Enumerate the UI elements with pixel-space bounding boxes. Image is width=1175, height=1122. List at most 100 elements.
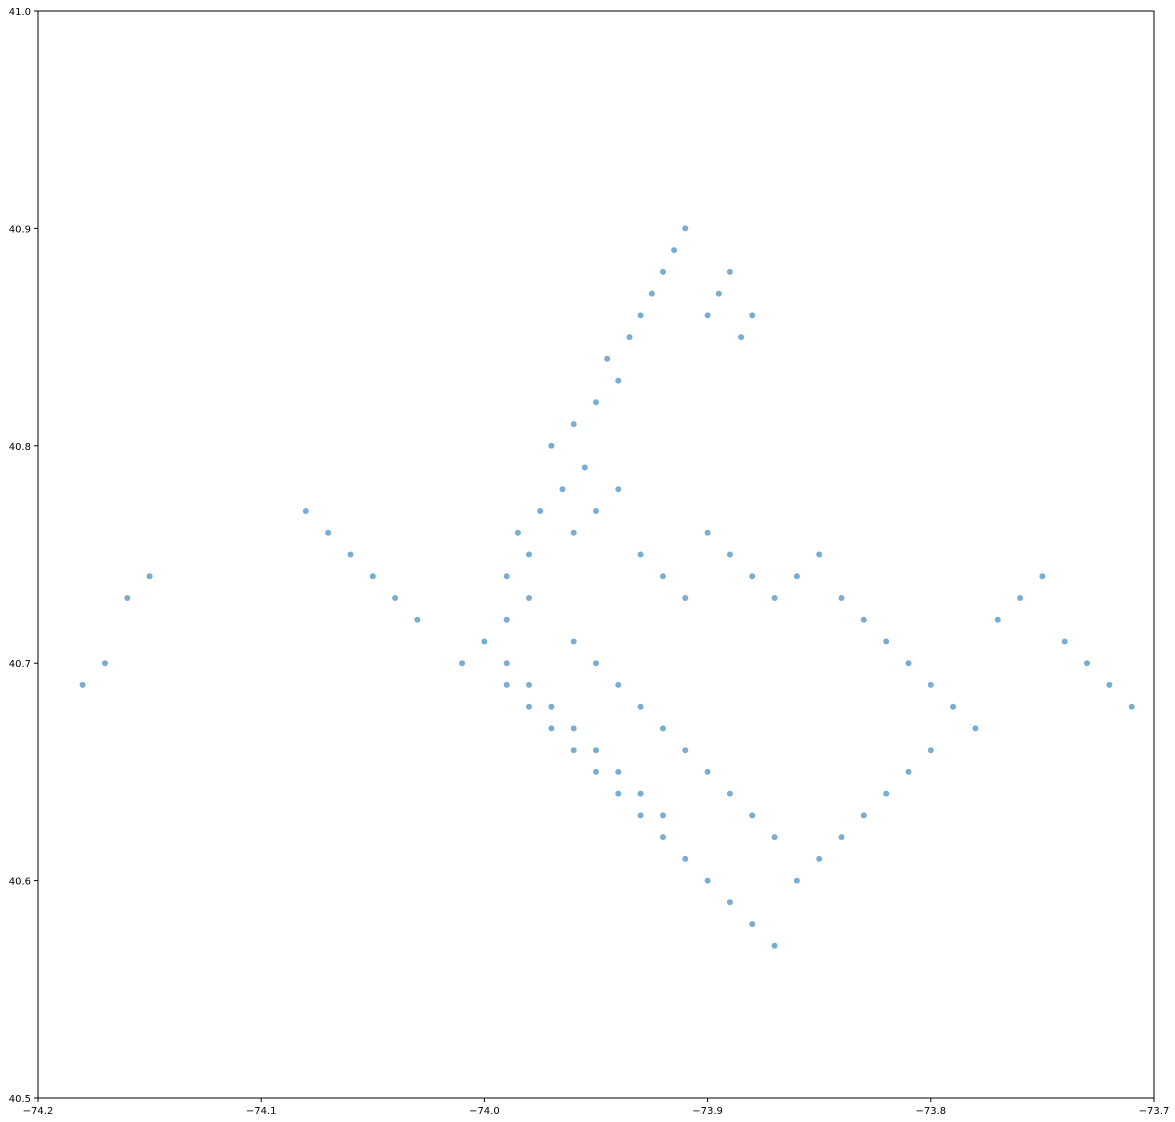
data-point [660, 725, 666, 732]
data-point [749, 812, 756, 819]
y-tick-label: 40.8 [9, 442, 31, 453]
data-point [570, 725, 577, 732]
data-point [79, 681, 86, 688]
data-point [726, 268, 733, 275]
data-point [548, 725, 555, 732]
data-point [972, 725, 979, 732]
data-point [793, 573, 800, 580]
data-point [704, 877, 711, 884]
data-point [459, 660, 466, 667]
data-point [637, 551, 644, 558]
data-point [883, 790, 890, 797]
data-point [1017, 595, 1024, 601]
data-point [726, 899, 733, 906]
data-point [660, 834, 666, 841]
data-point [615, 768, 622, 775]
data-point [526, 551, 532, 558]
data-point [838, 595, 845, 601]
data-point [369, 573, 376, 580]
data-point [392, 595, 399, 601]
data-point [660, 268, 666, 275]
data-point [593, 399, 599, 406]
x-axis: −74.2 −74.1 −74.0 −73.9 −73.8 −73.7 [23, 1098, 1170, 1117]
data-point [637, 790, 644, 797]
data-point [704, 312, 711, 319]
data-point [1128, 703, 1135, 710]
data-point [526, 595, 532, 601]
data-point [581, 464, 588, 471]
data-point [816, 855, 823, 862]
data-point [570, 529, 577, 536]
data-point [637, 812, 644, 819]
x-tick-label: −74.2 [23, 1106, 54, 1117]
data-point [526, 703, 532, 710]
x-tick-label: −73.8 [915, 1106, 946, 1117]
data-point [615, 681, 622, 688]
data-point [660, 812, 666, 819]
data-point [637, 703, 644, 710]
data-point [559, 486, 566, 493]
x-tick-label: −73.7 [1139, 1106, 1170, 1117]
data-point [994, 616, 1001, 623]
data-point [838, 834, 845, 841]
data-point [715, 290, 722, 297]
data-point [593, 660, 599, 667]
data-point [950, 703, 957, 710]
x-tick-label: −74.1 [246, 1106, 277, 1117]
data-point [570, 747, 577, 754]
data-point [302, 508, 309, 514]
data-point [503, 616, 510, 623]
data-point [704, 529, 711, 536]
data-point [648, 290, 655, 297]
data-point [548, 442, 555, 449]
data-point [927, 747, 934, 754]
y-axis: 40.5 40.6 40.7 40.8 40.9 41.0 [9, 7, 38, 1105]
data-point [927, 681, 934, 688]
data-point [615, 790, 622, 797]
y-tick-label: 40.9 [9, 224, 31, 235]
data-point [860, 812, 867, 819]
data-point [726, 551, 733, 558]
data-point [503, 681, 510, 688]
data-point [771, 595, 778, 601]
plot-frame [37, 10, 1155, 1099]
data-point [682, 225, 689, 232]
data-point [905, 768, 912, 775]
y-tick-label: 40.5 [9, 1094, 31, 1105]
data-point [593, 747, 599, 754]
data-point [704, 768, 711, 775]
data-point [682, 855, 689, 862]
data-point [816, 551, 823, 558]
data-point [771, 942, 778, 949]
data-point [537, 508, 544, 514]
data-point [414, 616, 421, 623]
data-point [771, 834, 778, 841]
data-point [593, 768, 599, 775]
data-point [570, 638, 577, 645]
data-point [682, 747, 689, 754]
data-point [347, 551, 354, 558]
y-tick-label: 41.0 [9, 7, 31, 18]
data-point [749, 312, 756, 319]
data-point [514, 529, 521, 536]
data-point [593, 508, 599, 514]
data-point [682, 595, 689, 601]
y-tick-label: 40.6 [9, 877, 31, 888]
data-point [503, 660, 510, 667]
data-point [102, 660, 108, 667]
data-point [671, 247, 678, 254]
x-tick-label: −73.9 [692, 1106, 723, 1117]
data-point [1106, 681, 1113, 688]
x-tick-label: −74.0 [469, 1106, 500, 1117]
data-point [146, 573, 153, 580]
data-point [570, 421, 577, 428]
data-points [79, 225, 1135, 949]
data-point [749, 573, 756, 580]
data-point [124, 595, 131, 601]
data-point [793, 877, 800, 884]
data-point [526, 681, 532, 688]
data-point [481, 638, 488, 645]
data-point [726, 790, 733, 797]
